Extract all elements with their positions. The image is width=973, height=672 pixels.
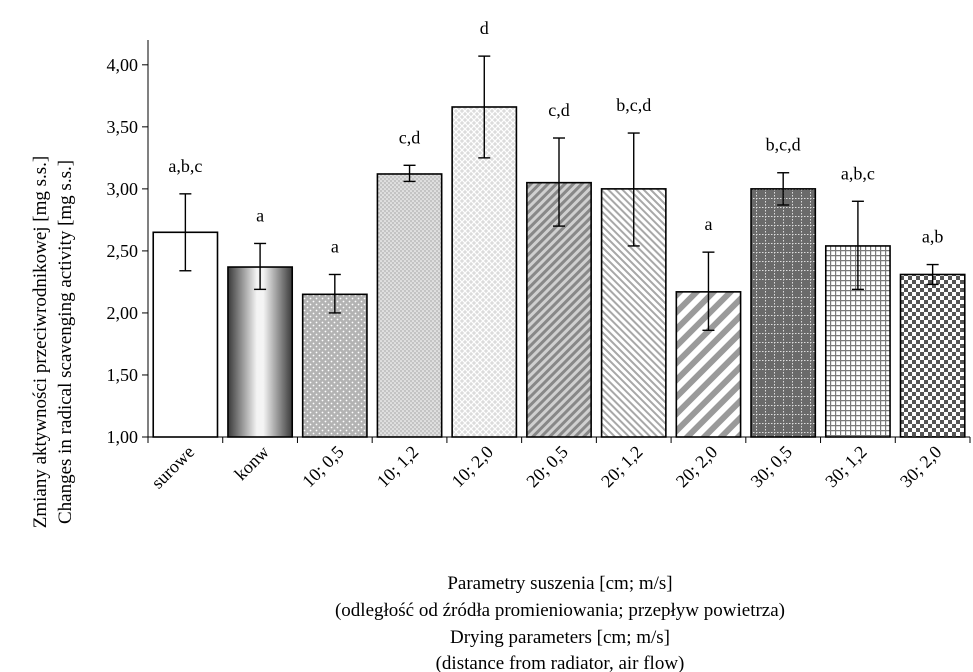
bar-7 xyxy=(600,188,667,438)
significance-label-2: a xyxy=(256,205,264,225)
significance-label-7: b,c,d xyxy=(616,95,651,115)
x-tick-label: konw xyxy=(230,442,272,484)
significance-label-10: a,b,c xyxy=(841,163,875,183)
error-bar-11 xyxy=(926,263,939,286)
significance-label-3: a xyxy=(331,236,339,256)
x-tick-label: 30; 2,0 xyxy=(896,442,946,492)
error-bar-9 xyxy=(777,172,790,206)
significance-label-6: c,d xyxy=(548,100,570,120)
bar-11 xyxy=(899,273,966,438)
x-axis-title-line-1: Parametry suszenia [cm; m/s] xyxy=(447,573,672,594)
bar-4 xyxy=(376,173,443,438)
x-axis-title-line-2: (odległość od źródła promieniowania; prz… xyxy=(335,600,785,621)
significance-label-4: c,d xyxy=(399,127,421,147)
error-bar-4 xyxy=(403,164,416,183)
y-axis-title-line-2: Changes in radical scavenging activity [… xyxy=(55,160,76,524)
y-tick-label: 3,50 xyxy=(107,117,139,137)
significance-label-11: a,b xyxy=(922,227,944,247)
bar-2 xyxy=(227,266,294,438)
significance-labels: a,b,c a a c,d d c,d b,c,d a b,c,d a,b,c a,b xyxy=(168,18,943,256)
x-axis-title-line-3: Drying parameters [cm; m/s] xyxy=(450,627,670,648)
y-tick-label: 2,50 xyxy=(107,241,139,261)
error-bar-2 xyxy=(254,242,267,291)
significance-label-5: d xyxy=(480,18,489,38)
x-tick-label: 10; 0,5 xyxy=(298,442,348,492)
error-bar-1 xyxy=(179,193,192,272)
bars xyxy=(152,106,966,438)
significance-label-9: b,c,d xyxy=(766,135,801,155)
y-tick-label: 3,00 xyxy=(107,179,139,199)
y-axis-title-line-1: Zmiany aktywności przeciwrodnikowej [mg … xyxy=(30,156,51,529)
x-tick-label: 10; 1,2 xyxy=(373,442,423,492)
bar-8 xyxy=(675,291,742,438)
x-tick-label: 20; 1,2 xyxy=(597,442,647,492)
error-bar-6 xyxy=(553,137,565,227)
error-bar-3 xyxy=(328,273,341,314)
x-axis-title: Parametry suszenia [cm; m/s] (odległość … xyxy=(335,573,785,672)
error-bar-10 xyxy=(851,200,864,291)
y-tick-label: 1,50 xyxy=(107,365,139,385)
x-tick-label: 20; 0,5 xyxy=(522,442,572,492)
bar-9 xyxy=(750,188,817,438)
error-bar-5 xyxy=(478,55,491,159)
x-axis-tick-labels: surowe konw 10; 0,5 10; 1,2 10; 2,0 20; 0,5 20… xyxy=(147,437,971,493)
y-axis-title: Zmiany aktywności przeciwrodnikowej [mg … xyxy=(30,156,76,529)
x-axis-title-line-4: (distance from radiator, air flow) xyxy=(436,653,685,672)
bar-3 xyxy=(301,293,368,438)
x-tick-label: surowe xyxy=(147,442,198,493)
x-tick-label: 30; 0,5 xyxy=(747,442,797,492)
x-tick-label: 20; 2,0 xyxy=(672,442,722,492)
error-bar-8 xyxy=(702,251,715,332)
x-tick-label: 30; 1,2 xyxy=(821,442,871,492)
y-tick-label: 2,00 xyxy=(107,303,139,323)
significance-label-1: a,b,c xyxy=(168,156,202,176)
error-bars xyxy=(179,55,939,332)
y-tick-label: 4,00 xyxy=(107,55,139,75)
significance-label-8: a xyxy=(704,214,712,234)
y-tick-label: 1,00 xyxy=(107,427,139,447)
y-axis-ticks: 1,00 1,50 2,00 2,50 3,00 3,50 4,00 xyxy=(107,55,148,447)
x-tick-label: 10; 2,0 xyxy=(448,442,498,492)
bar-5 xyxy=(451,106,518,438)
error-bar-7 xyxy=(627,132,640,247)
